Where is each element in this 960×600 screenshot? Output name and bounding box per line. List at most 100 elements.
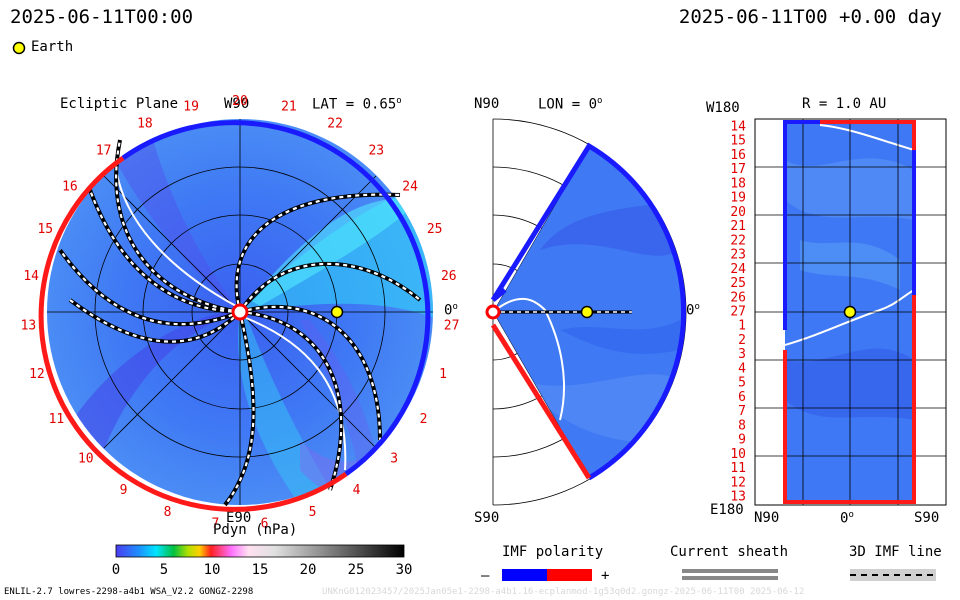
carrington-number: 2 xyxy=(420,412,428,427)
current-sheath-title: Current sheath xyxy=(670,544,789,560)
timestamp-left: 2025-06-11T00:00 xyxy=(10,6,194,28)
radial-y-number: 16 xyxy=(730,148,746,163)
radial-r-label: R = 1.0 AU xyxy=(802,96,887,112)
carrington-number: 24 xyxy=(402,179,418,194)
ecliptic-right-label: 0o xyxy=(444,302,458,319)
radial-y-numbers: 1415161718192021222324252627123456789101… xyxy=(730,120,746,505)
radial-y-number: 22 xyxy=(730,233,746,248)
colorbar-tick-label: 15 xyxy=(251,562,269,578)
carrington-number: 25 xyxy=(427,222,443,237)
ecliptic-rim-negative xyxy=(121,120,431,477)
earth-legend-icon xyxy=(12,40,26,55)
timestamp-right: 2025-06-11T00 +0.00 day xyxy=(678,6,942,28)
ecliptic-rim-positive xyxy=(38,155,348,512)
radial-y-number: 11 xyxy=(730,461,746,476)
ecliptic-earth-marker xyxy=(330,305,344,319)
ecliptic-plane-panel: 20 21222324252627123456789101112131415161… xyxy=(21,94,460,532)
colorbar-title: Pdyn (nPa) xyxy=(213,522,298,538)
carrington-number: 15 xyxy=(37,222,53,237)
radial-y-number: 7 xyxy=(738,404,746,419)
carrington-number: 18 xyxy=(137,117,153,132)
radial-y-number: 17 xyxy=(730,162,746,177)
earth-legend-label: Earth xyxy=(31,39,74,55)
radial-y-number: 26 xyxy=(730,290,746,305)
imf3d-title: 3D IMF line xyxy=(849,544,942,560)
colorbar-tick-label: 20 xyxy=(299,562,317,578)
ecliptic-imf-spirals xyxy=(58,139,422,507)
imf-polarity-legend xyxy=(502,569,592,581)
radial-y-number: 6 xyxy=(738,390,746,405)
carrington-number: 12 xyxy=(29,367,45,382)
imf-polarity-minus: – xyxy=(481,568,490,584)
footer-right: UNKnG012023457/2025Jan05e1-2298-a4b1.16-… xyxy=(322,587,805,597)
radial-y-number: 13 xyxy=(730,490,746,505)
colorbar-tick-label: 5 xyxy=(159,562,169,578)
ecliptic-lat-label: LAT = 0.65o xyxy=(312,96,402,113)
meridional-plane-panel xyxy=(485,118,687,506)
carrington-number: 10 xyxy=(78,452,94,467)
meridional-earth-marker xyxy=(580,305,594,319)
meridional-top-label: N90 xyxy=(474,96,500,112)
radial-y-number: 8 xyxy=(738,418,746,433)
radial-bottom-left-label: E180 xyxy=(710,502,744,518)
radial-y-number: 24 xyxy=(730,262,746,277)
ecliptic-current-sheath xyxy=(114,159,347,471)
meridional-rim-positive xyxy=(490,323,592,480)
radial-y-number: 27 xyxy=(730,305,746,320)
radial-panel: 1415161718192021222324252627123456789101… xyxy=(730,118,947,506)
carrington-number: 5 xyxy=(309,505,317,520)
meridional-sun xyxy=(485,304,501,320)
carrington-number: 16 xyxy=(62,179,78,194)
ecliptic-title: Ecliptic Plane xyxy=(60,96,179,112)
radial-x-label-0: 0o xyxy=(840,510,854,527)
radial-earth-marker xyxy=(843,305,857,319)
ecliptic-bottom-label: E90 xyxy=(226,510,252,526)
imf-polarity-plus: + xyxy=(601,568,610,584)
radial-x-label-s90: S90 xyxy=(914,510,940,526)
meridional-right-label: 0o xyxy=(686,302,700,319)
carrington-number: 9 xyxy=(120,483,128,498)
radial-y-number: 10 xyxy=(730,447,746,462)
imf3d-legend xyxy=(850,569,936,581)
carrington-number: 23 xyxy=(368,144,384,159)
carrington-number: 22 xyxy=(327,117,343,132)
carrington-number: 21 xyxy=(281,100,297,115)
carrington-number: 27 xyxy=(444,318,460,333)
colorbar-tick-label: 30 xyxy=(395,562,413,578)
carrington-numbers: 20 21222324252627123456789101112131415161… xyxy=(21,94,460,532)
radial-y-number: 5 xyxy=(738,376,746,391)
ecliptic-top-label: W90 xyxy=(224,96,250,112)
carrington-number: 6 xyxy=(261,517,269,532)
carrington-number: 13 xyxy=(21,318,37,333)
radial-y-number: 3 xyxy=(738,347,746,362)
radial-y-number: 25 xyxy=(730,276,746,291)
radial-y-number: 21 xyxy=(730,219,746,234)
carrington-number: 20 xyxy=(232,94,248,109)
carrington-number: 4 xyxy=(353,483,361,498)
radial-y-number: 4 xyxy=(738,361,746,376)
radial-y-number: 1 xyxy=(738,319,746,334)
meridional-bottom-label: S90 xyxy=(474,510,500,526)
radial-y-number: 14 xyxy=(730,120,746,135)
carrington-number: 19 xyxy=(183,100,199,115)
colorbar-tick-label: 25 xyxy=(347,562,365,578)
colorbar-tick-label: 10 xyxy=(203,562,221,578)
radial-y-number: 15 xyxy=(730,134,746,149)
colorbar-tick-label: 0 xyxy=(111,562,121,578)
carrington-number: 1 xyxy=(439,367,447,382)
carrington-number: 8 xyxy=(164,505,172,520)
footer-left: ENLIL-2.7 lowres-2298-a4b1 WSA_V2.2 GONG… xyxy=(4,587,254,597)
radial-top-left-label: W180 xyxy=(706,100,740,116)
current-sheath-legend xyxy=(682,569,778,580)
meridional-lon-label: LON = 0o xyxy=(538,96,603,113)
carrington-number: 14 xyxy=(23,269,39,284)
radial-y-number: 12 xyxy=(730,475,746,490)
radial-x-label-n90: N90 xyxy=(754,510,780,526)
radial-y-number: 9 xyxy=(738,433,746,448)
radial-y-number: 23 xyxy=(730,248,746,263)
carrington-number: 7 xyxy=(211,517,219,532)
carrington-number: 26 xyxy=(441,269,457,284)
colorbar xyxy=(115,544,405,558)
radial-y-number: 19 xyxy=(730,191,746,206)
